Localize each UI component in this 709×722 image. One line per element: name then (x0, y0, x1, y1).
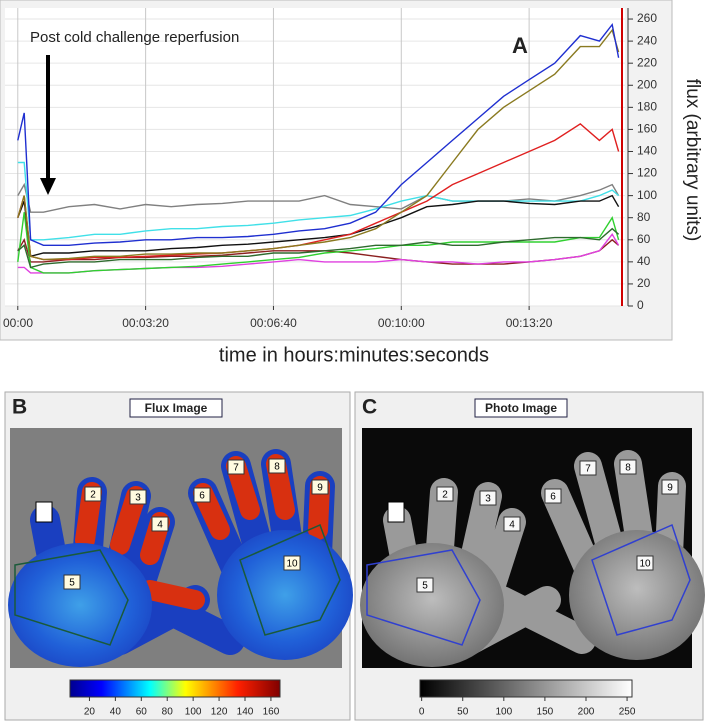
y-tick-label: 160 (637, 122, 657, 136)
roi-box (636, 555, 654, 571)
series-line (17, 161, 620, 241)
roi-box (436, 486, 454, 502)
roi-label: 3 (135, 493, 141, 504)
roi-box (129, 489, 147, 505)
series-line (17, 182, 620, 213)
colorbar-tick-label: 50 (457, 707, 469, 718)
y-tick-label: 200 (637, 77, 657, 91)
roi-label: 5 (69, 578, 75, 589)
roi-outlines (366, 523, 691, 646)
roi-label: 2 (90, 490, 96, 501)
roi-box (619, 459, 637, 475)
roi-box (151, 516, 169, 532)
y-tick-label: 40 (637, 254, 651, 268)
y-tick-label: 240 (637, 33, 657, 47)
series-line (17, 194, 620, 258)
panel-label: B (12, 396, 27, 419)
colorbar-tick-label: 140 (237, 707, 254, 718)
lines (17, 22, 620, 274)
roi-box (661, 479, 679, 495)
colorbar-tick-label: 20 (84, 707, 96, 718)
colorbar-tick-label: 200 (578, 707, 595, 718)
y-tick-label: 260 (637, 11, 657, 25)
roi-label: 7 (585, 464, 591, 475)
roi-label: 10 (639, 559, 651, 570)
y-tick-label: 20 (637, 276, 651, 290)
x-tick-label: 00:00 (3, 316, 33, 330)
roi-label: 10 (286, 559, 298, 570)
annotation: Post cold challenge reperfusion (30, 29, 239, 46)
x-tick-label: 00:03:20 (122, 316, 169, 330)
roi-label: 9 (667, 483, 673, 494)
title-box (474, 398, 568, 418)
colorbar-tick-label: 100 (495, 707, 512, 718)
colorbar-tick-label: 150 (537, 707, 554, 718)
y-tick-label: 140 (637, 144, 657, 158)
roi-box (283, 555, 301, 571)
x-axis-label: time in hours:minutes:seconds (219, 344, 489, 366)
y-tick-label: 80 (637, 210, 651, 224)
roi-label: 8 (625, 463, 631, 474)
roi-label: 6 (199, 491, 205, 502)
roi-box (416, 577, 434, 593)
colorbar (419, 679, 633, 698)
arrow-head (40, 178, 56, 195)
colorbar-tick-label: 100 (185, 707, 202, 718)
panel-label: C (362, 396, 377, 419)
roi-label: 7 (233, 463, 239, 474)
roi-box (503, 516, 521, 532)
x-tick-label: 00:06:40 (250, 316, 297, 330)
colorbar-tick-label: 160 (263, 707, 280, 718)
series-line (17, 212, 620, 274)
series-line (17, 28, 620, 261)
roi-box (227, 459, 245, 475)
roi-box (63, 574, 81, 590)
colorbar-tick-label: 60 (136, 707, 148, 718)
colorbar-tick-label: 250 (619, 707, 636, 718)
roi-label: 4 (509, 520, 515, 531)
y-tick-label: 120 (637, 166, 657, 180)
colorbar-tick-label: 80 (162, 707, 174, 718)
y-tick-label: 100 (637, 188, 657, 202)
roi-label: 5 (422, 581, 428, 592)
panel-label: A (512, 33, 528, 58)
y-axis-label: flux (arbitrary units) (682, 79, 703, 242)
marker (387, 501, 405, 523)
roi-label: 6 (550, 492, 556, 503)
panel-b (4, 391, 353, 721)
roi-label: 8 (274, 462, 280, 473)
colorbar-tick-label: 120 (211, 707, 228, 718)
x-tick-label: 00:10:00 (378, 316, 425, 330)
roi-box (268, 458, 286, 474)
roi-label: 2 (442, 490, 448, 501)
series-line (17, 123, 620, 261)
roi-box (479, 490, 497, 506)
y-tick-label: 60 (637, 232, 651, 246)
colorbar-tick-label: 40 (110, 707, 122, 718)
hands (8, 449, 353, 667)
colorbar-tick-label: 0 (419, 707, 425, 718)
image-title: Flux Image (145, 401, 208, 415)
roi-outlines (14, 523, 341, 646)
x-tick-label: 00:13:20 (506, 316, 553, 330)
roi-box (544, 488, 562, 504)
roi-label: 9 (317, 483, 323, 494)
roi-box (311, 479, 329, 495)
roi-box (84, 486, 102, 502)
hands (360, 450, 705, 667)
roi-label: 4 (157, 520, 163, 531)
image-title: Photo Image (485, 401, 557, 415)
colorbar (69, 679, 281, 698)
y-tick-label: 0 (637, 298, 644, 312)
series-line (17, 22, 620, 246)
roi-label: 3 (485, 494, 491, 505)
marker (35, 501, 53, 523)
series-line (17, 227, 620, 269)
roi-box (579, 460, 597, 476)
title-box (129, 398, 223, 418)
roi-box (193, 487, 211, 503)
y-tick-label: 180 (637, 100, 657, 114)
y-tick-label: 220 (637, 55, 657, 69)
